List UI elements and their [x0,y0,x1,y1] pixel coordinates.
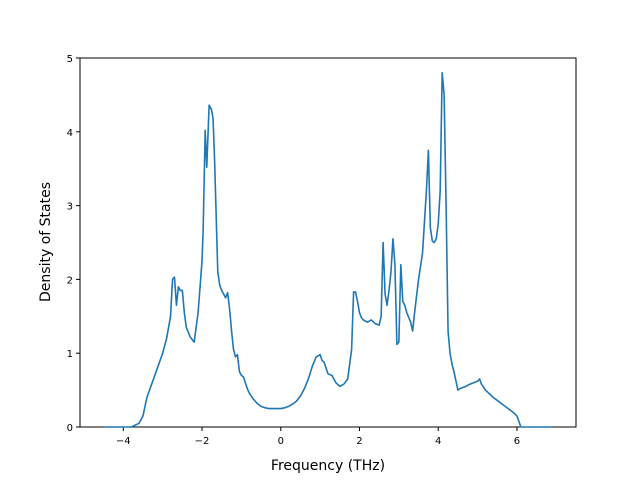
y-tick-label: 4 [67,128,73,139]
y-tick-label: 0 [67,423,73,434]
x-tick-label: 4 [435,436,441,447]
y-axis-ticks: 0 1 2 3 4 5 [67,54,80,434]
y-axis-label: Density of States [38,182,54,302]
x-tick-label: 0 [278,436,284,447]
x-tick-label: −2 [195,436,210,447]
x-axis-label: Frequency (THz) [271,458,385,474]
x-axis-ticks: −4 −2 0 2 4 6 [116,427,520,447]
y-tick-label: 5 [67,54,73,65]
y-tick-label: 3 [67,202,73,213]
x-tick-label: −4 [116,436,131,447]
y-tick-label: 1 [67,349,73,360]
x-tick-label: 2 [356,436,362,447]
dos-series-line [103,71,553,428]
y-tick-label: 2 [67,275,73,286]
x-tick-label: 6 [514,436,520,447]
plot-frame [79,57,577,428]
